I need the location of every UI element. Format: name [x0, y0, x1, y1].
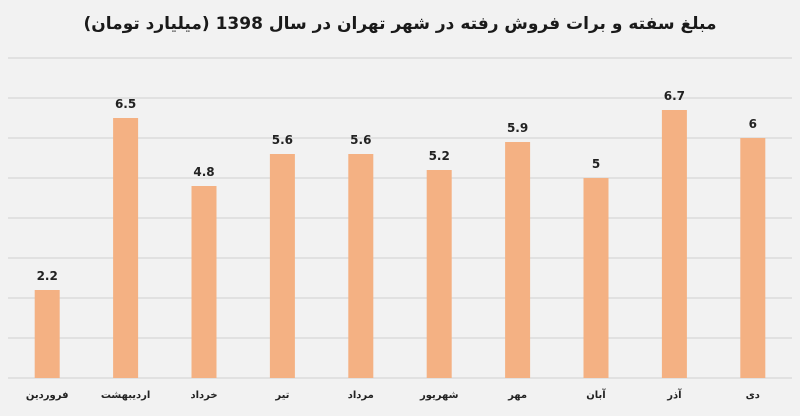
category-label: مرداد [348, 390, 374, 401]
bar [505, 142, 531, 378]
bar-value-label: 5 [592, 157, 600, 171]
bar-value-label: 6 [749, 117, 757, 131]
bar-value-label: 6.7 [664, 89, 685, 103]
bar-value-label: 5.6 [350, 133, 371, 147]
category-label: آذر [666, 388, 682, 401]
bar-value-label: 6.5 [115, 97, 136, 111]
category-label: تیر [274, 390, 289, 401]
category-label: شهریور [419, 390, 459, 401]
category-label: خرداد [190, 390, 217, 401]
bar [34, 290, 60, 378]
bar [269, 154, 295, 378]
bar [426, 170, 452, 378]
bar-value-label: 5.2 [429, 149, 450, 163]
bar [740, 138, 766, 378]
bar [348, 154, 374, 378]
bar [583, 178, 609, 378]
bar-value-label: 5.6 [272, 133, 293, 147]
bar [191, 186, 217, 378]
bar [661, 110, 687, 378]
category-label: اردیبهشت [101, 390, 151, 401]
category-label: آبان [586, 388, 606, 401]
bar-value-label: 4.8 [193, 165, 214, 179]
bar [113, 118, 139, 378]
category-label: فروردین [26, 390, 69, 401]
bar-value-label: 2.2 [37, 269, 58, 283]
bar-value-label: 5.9 [507, 121, 528, 135]
category-label: دی [746, 390, 760, 401]
category-label: مهر [507, 390, 527, 401]
chart-title: مبلغ سفته و برات فروش رفته در شهر تهران … [83, 14, 717, 34]
